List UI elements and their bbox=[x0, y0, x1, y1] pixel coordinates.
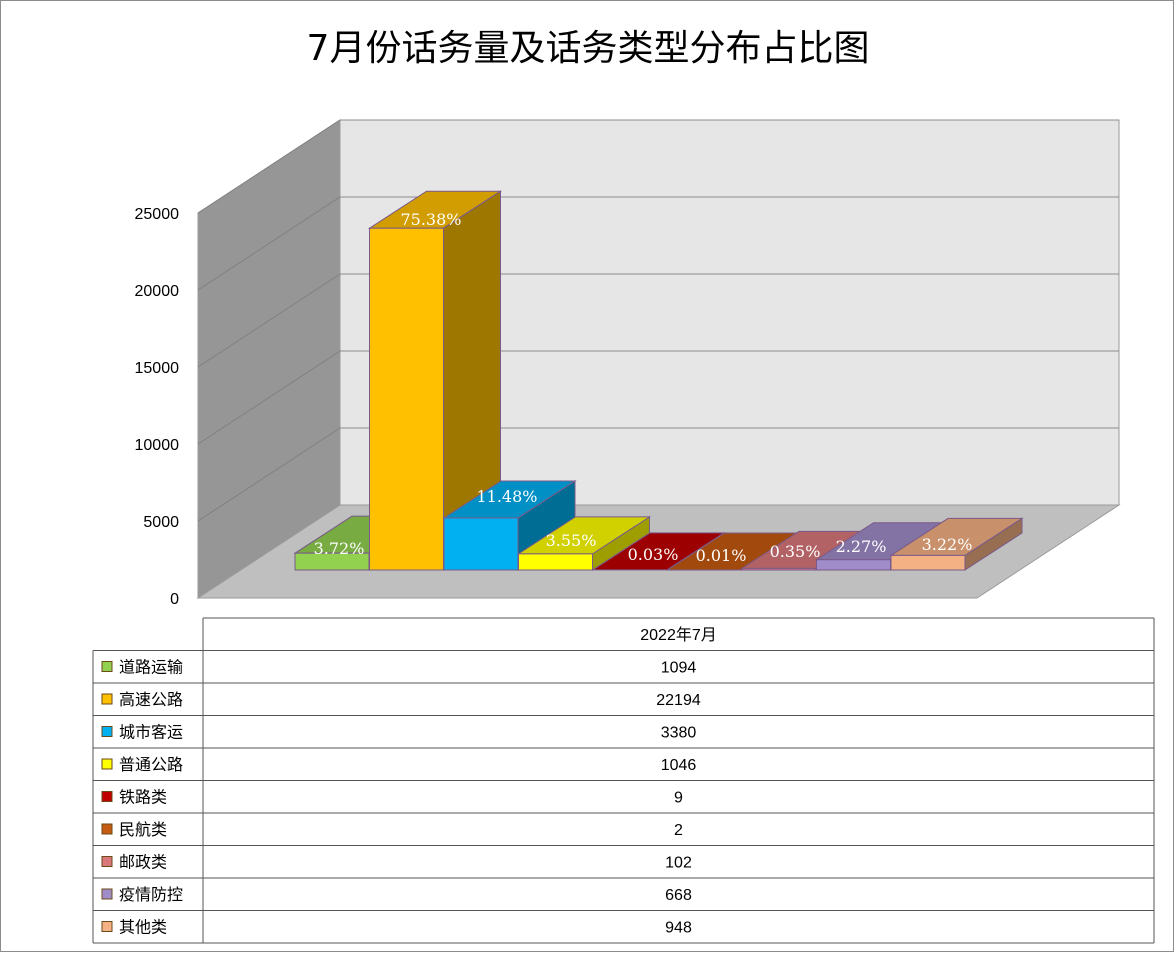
data-label-7: 2.27% bbox=[836, 537, 887, 556]
legend-label-0: 道路运输 bbox=[119, 659, 183, 677]
y-tick-label: 25000 bbox=[135, 206, 180, 223]
data-label-3: 3.55% bbox=[546, 531, 597, 550]
data-label-5: 0.01% bbox=[696, 546, 747, 565]
gridline-side bbox=[197, 350, 341, 445]
legend-swatch-3 bbox=[101, 758, 113, 770]
chart-title: 7月份话务量及话务类型分布占比图 bbox=[306, 28, 870, 69]
legend-label-6: 邮政类 bbox=[119, 854, 167, 872]
legend-swatch-0 bbox=[101, 661, 113, 672]
y-tick-label: 5000 bbox=[143, 514, 179, 531]
y-tick-label: 20000 bbox=[135, 283, 180, 300]
table-value-5: 2 bbox=[674, 822, 683, 839]
gridline-side bbox=[197, 119, 341, 214]
legend-swatch-2 bbox=[101, 726, 113, 737]
table-value-1: 22194 bbox=[656, 692, 701, 709]
bar-2 bbox=[443, 517, 519, 571]
table-value-2: 3380 bbox=[661, 725, 697, 742]
legend-label-7: 疫情防控 bbox=[119, 886, 183, 904]
bar-1 bbox=[369, 227, 444, 571]
legend-label-1: 高速公路 bbox=[119, 691, 183, 709]
bar-3 bbox=[518, 553, 593, 571]
data-label-1: 75.38% bbox=[400, 210, 461, 229]
data-label-8: 3.22% bbox=[922, 535, 973, 554]
data-label-4: 0.03% bbox=[628, 545, 679, 564]
legend-swatch-8 bbox=[101, 921, 113, 932]
legend-label-8: 其他类 bbox=[119, 919, 167, 937]
data-label-2: 11.48% bbox=[476, 487, 537, 506]
legend-swatch-5 bbox=[101, 823, 113, 835]
bar-8 bbox=[890, 554, 966, 571]
table-column-header: 2022年7月 bbox=[640, 626, 717, 644]
table-value-0: 1094 bbox=[661, 660, 697, 677]
table-value-3: 1046 bbox=[661, 757, 697, 774]
legend-swatch-1 bbox=[101, 693, 113, 705]
bar-6 bbox=[741, 567, 817, 571]
data-label-6: 0.35% bbox=[770, 542, 821, 561]
legend-swatch-4 bbox=[101, 791, 113, 802]
legend-label-3: 普通公路 bbox=[119, 756, 183, 774]
data-label-0: 3.72% bbox=[314, 539, 365, 558]
legend-swatch-7 bbox=[101, 888, 113, 900]
gridline-side bbox=[197, 196, 341, 291]
legend-swatch-6 bbox=[101, 856, 113, 867]
gridline-side bbox=[197, 273, 341, 368]
y-tick-label: 15000 bbox=[135, 360, 180, 377]
table-value-4: 9 bbox=[674, 790, 683, 807]
y-tick-label: 0 bbox=[170, 591, 179, 608]
table-value-8: 948 bbox=[665, 920, 692, 937]
table-value-7: 668 bbox=[665, 887, 692, 904]
gridline-side bbox=[197, 427, 341, 522]
y-tick-label: 10000 bbox=[135, 437, 180, 454]
legend-label-2: 城市客运 bbox=[119, 724, 183, 742]
bar-7 bbox=[816, 559, 891, 571]
table-value-6: 102 bbox=[665, 855, 692, 872]
legend-label-4: 铁路类 bbox=[119, 789, 167, 807]
legend-label-5: 民航类 bbox=[119, 821, 167, 839]
